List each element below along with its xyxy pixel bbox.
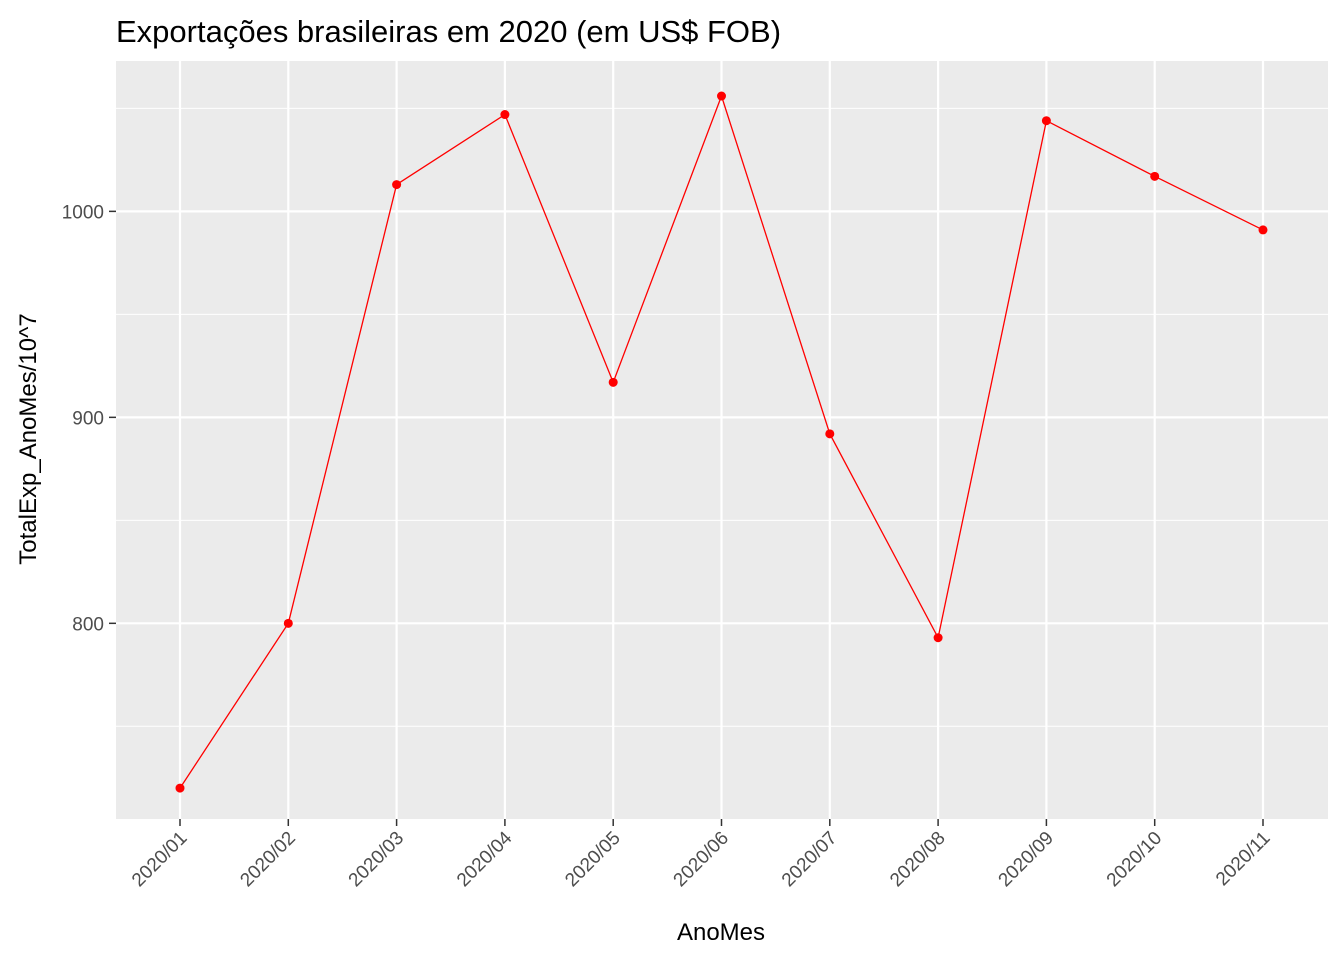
data-point xyxy=(392,180,402,190)
data-point xyxy=(825,429,835,439)
x-tick-label: 2020/10 xyxy=(1103,828,1166,891)
x-tick-label: 2020/08 xyxy=(886,828,949,891)
y-axis-title: TotalExp_AnoMes/10^7 xyxy=(15,313,42,564)
data-point xyxy=(608,377,618,387)
data-point xyxy=(1041,116,1051,126)
y-tick-label: 1000 xyxy=(62,202,104,223)
y-tick-label: 900 xyxy=(72,408,104,429)
chart-title: Exportações brasileiras em 2020 (em US$ … xyxy=(116,14,781,49)
x-tick-label: 2020/05 xyxy=(561,828,624,891)
x-axis: 2020/01 2020/02 2020/03 2020/04 2020/05 2020/… xyxy=(128,819,1275,891)
data-point xyxy=(717,91,726,101)
y-axis: 800 900 1000 xyxy=(62,202,116,635)
data-point xyxy=(1258,225,1268,235)
x-tick-label: 2020/01 xyxy=(128,828,191,891)
y-tick-label: 800 xyxy=(72,614,104,635)
x-axis-title: AnoMes xyxy=(677,919,765,946)
data-point xyxy=(1150,171,1160,181)
x-tick-label: 2020/06 xyxy=(670,828,733,891)
x-tick-label: 2020/03 xyxy=(345,828,408,891)
data-point xyxy=(283,618,293,628)
data-point xyxy=(500,110,510,120)
x-tick-label: 2020/07 xyxy=(778,828,841,891)
x-tick-label: 2020/11 xyxy=(1212,828,1274,890)
x-tick-label: 2020/09 xyxy=(995,828,1058,891)
x-tick-label: 2020/02 xyxy=(236,828,299,891)
series-group xyxy=(175,91,1268,793)
x-tick-label: 2020/04 xyxy=(453,827,517,891)
major-gridlines xyxy=(116,61,1328,819)
data-point xyxy=(175,783,185,793)
data-point xyxy=(933,633,943,643)
